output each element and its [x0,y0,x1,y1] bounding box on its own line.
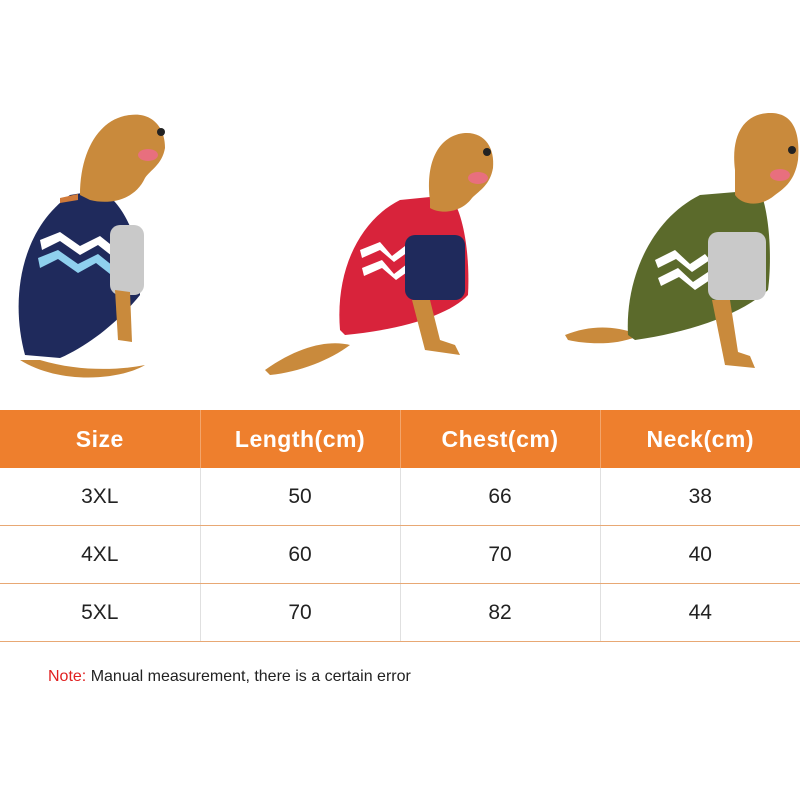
dog-in-red-sweater-icon [265,132,494,375]
table-row: 3XL 50 66 38 [0,468,800,526]
cell-chest: 82 [399,583,600,642]
cell-neck: 40 [599,525,800,584]
table-row: 4XL 60 70 40 [0,525,800,584]
dog-in-navy-sweater-icon [18,114,165,378]
header-size: Size [0,410,200,468]
header-chest: Chest(cm) [399,410,600,468]
cell-neck: 44 [599,583,800,642]
cell-chest: 66 [399,468,600,526]
note-label: Note: [48,668,87,685]
table-header-row: Size Length(cm) Chest(cm) Neck(cm) [0,410,800,468]
cell-size: 3XL [0,468,200,526]
measurement-note: Note: Manual measurement, there is a cer… [48,668,411,686]
header-length: Length(cm) [199,410,400,468]
cell-size: 5XL [0,583,200,642]
cell-neck: 38 [599,468,800,526]
header-neck: Neck(cm) [599,410,800,468]
cell-length: 50 [199,468,400,526]
dog-in-green-sweater-icon [565,112,799,368]
cell-size: 4XL [0,525,200,584]
cell-length: 60 [199,525,400,584]
cell-length: 70 [199,583,400,642]
size-chart-table: Size Length(cm) Chest(cm) Neck(cm) 3XL 5… [0,410,800,642]
note-text: Manual measurement, there is a certain e… [86,668,411,685]
table-row: 5XL 70 82 44 [0,583,800,642]
product-photos [18,112,799,378]
cell-chest: 70 [399,525,600,584]
